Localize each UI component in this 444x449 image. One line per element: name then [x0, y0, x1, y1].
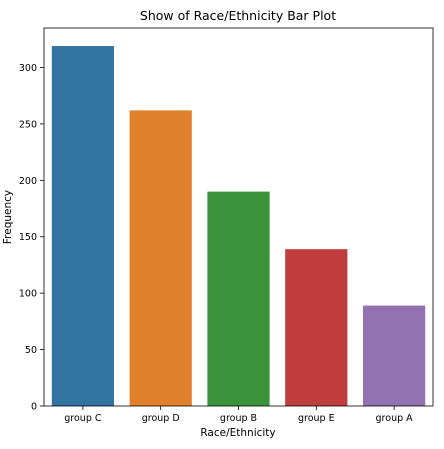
y-tick-label: 200 [19, 176, 37, 187]
x-axis: group C group D group B group E group A [64, 406, 413, 424]
x-tick-label: group C [64, 413, 102, 424]
y-axis: 0 50 100 150 200 250 300 [19, 63, 44, 413]
x-tick-label: group E [298, 413, 335, 424]
y-tick-label: 150 [19, 232, 37, 243]
bar-group-b [207, 191, 270, 406]
plot-frame [43, 27, 434, 407]
y-tick-label: 0 [31, 402, 37, 413]
y-axis-label: Frequency [2, 190, 14, 244]
y-tick-label: 100 [19, 289, 37, 300]
bar-group-e [285, 249, 348, 406]
bar-group-c [51, 46, 115, 407]
x-tick-label: group D [142, 413, 180, 424]
y-tick-label: 250 [19, 119, 37, 130]
x-tick-label: group A [376, 413, 414, 424]
bar-group-d [129, 110, 192, 407]
y-tick-label: 50 [25, 345, 37, 356]
x-tick-label: group B [220, 413, 257, 424]
bars-layer [51, 46, 426, 407]
bar-group-a [362, 305, 426, 406]
x-axis-label: Race/Ethnicity [200, 427, 275, 439]
y-tick-label: 300 [19, 63, 37, 74]
chart-title: Show of Race/Ethnicity Bar Plot [140, 8, 336, 23]
